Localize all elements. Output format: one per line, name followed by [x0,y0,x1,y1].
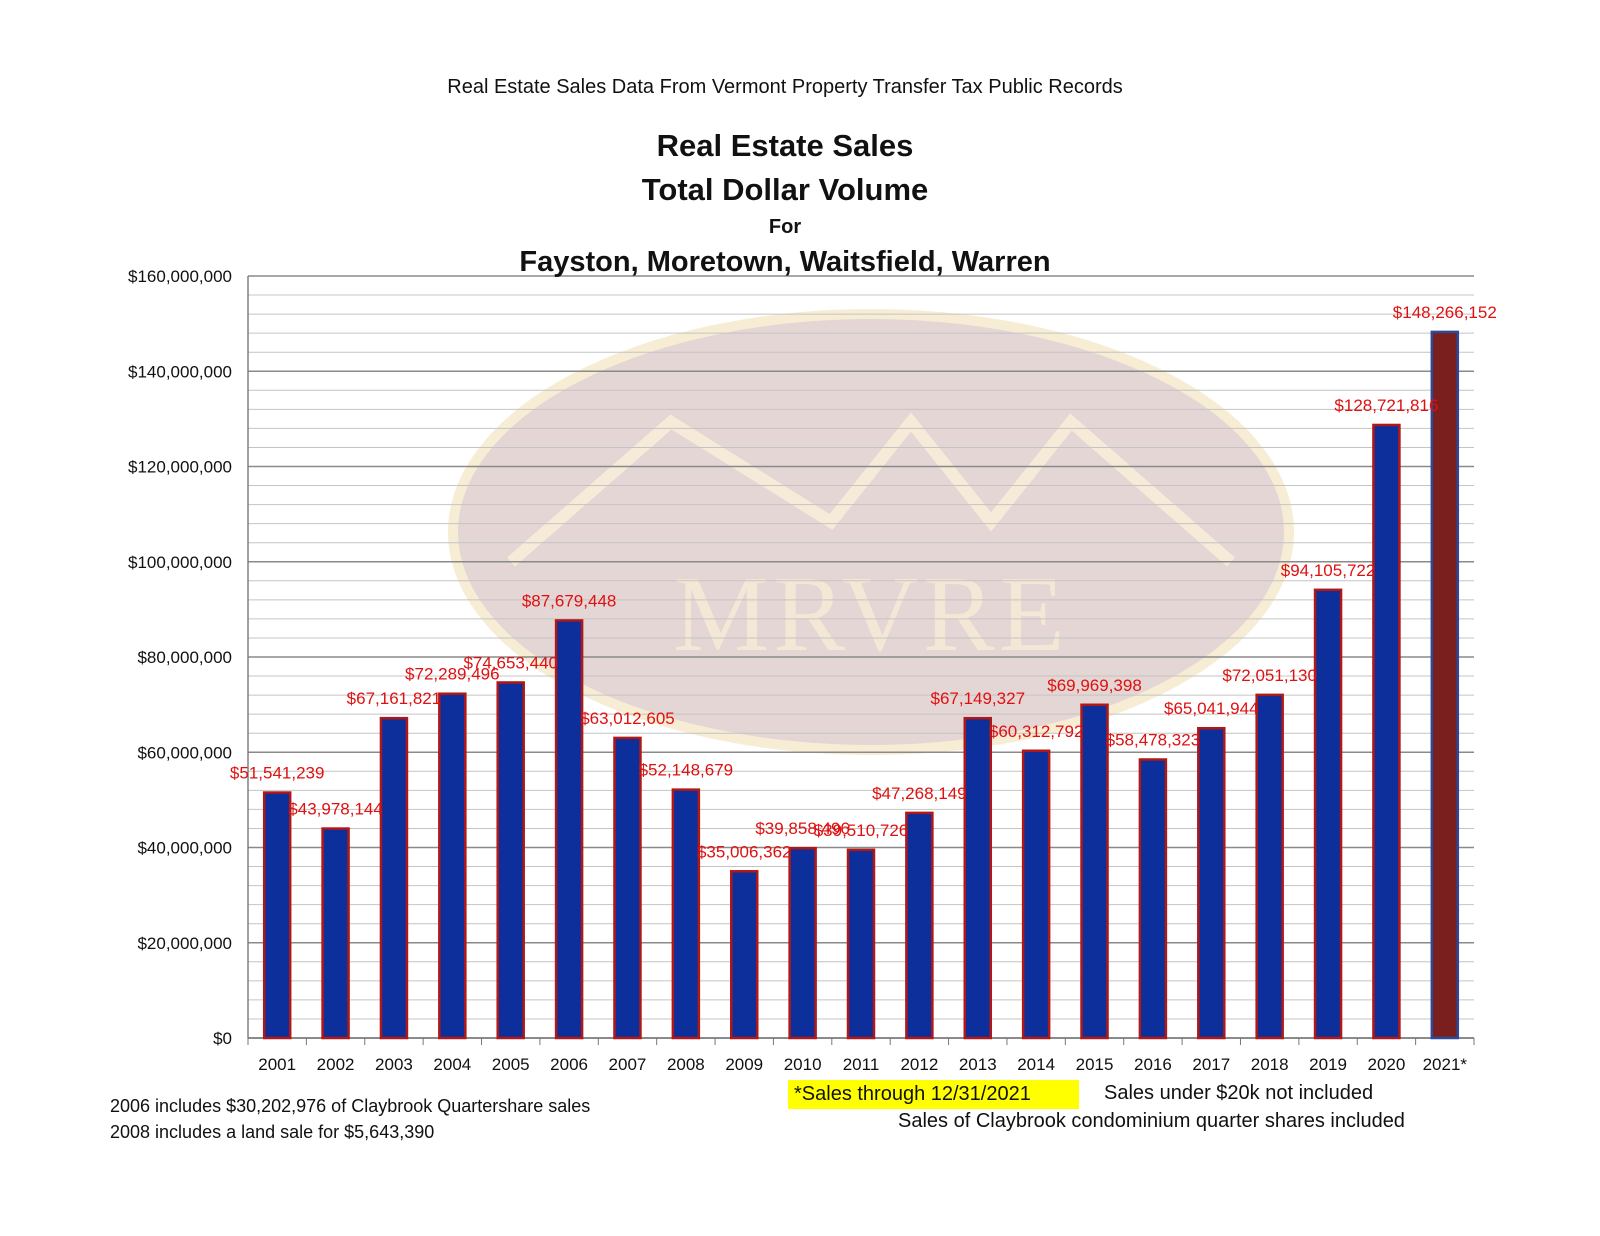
bar-2011 [846,848,876,1040]
bar-2012 [905,811,934,1040]
data-label: $67,149,327 [930,689,1025,708]
x-tick-label: 2003 [375,1055,413,1074]
chart-title-line-2: Total Dollar Volume [641,172,929,207]
x-tick-label: 2010 [784,1055,822,1074]
data-label: $72,289,496 [405,665,500,684]
data-label: $51,541,239 [230,764,325,783]
watermark-text: MRVRE [673,555,1068,674]
data-label: $69,969,398 [1047,676,1142,695]
x-tick-label: 2006 [550,1055,588,1074]
under-20k-note: Sales under $20k not included [1104,1082,1374,1104]
bar-2009 [729,870,759,1040]
bar-2010 [788,846,817,1040]
data-labels: $51,541,239 $43,978,144 $67,161,821 $72,289… [230,303,1497,861]
y-tick-label: $160,000,000 [128,267,232,286]
data-label: $65,041,944 [1164,699,1259,718]
x-tick-label: 2008 [667,1055,705,1074]
data-label: $148,266,152 [1393,303,1497,322]
bar-2019 [1313,588,1343,1040]
chart-title-line-1: Real Estate Sales [656,128,914,163]
data-label: $67,161,821 [347,689,442,708]
x-tick-label: 2013 [959,1055,997,1074]
data-label: $94,105,722 [1281,561,1376,580]
x-tick-label: 2001 [258,1055,296,1074]
bar-2021 [1430,330,1460,1040]
x-tick-label: 2021* [1423,1055,1468,1074]
source-header: Real Estate Sales Data From Vermont Prop… [447,76,1123,98]
data-label: $35,006,362 [697,842,792,861]
x-tick-label: 2005 [492,1055,530,1074]
x-tick-label: 2020 [1368,1055,1406,1074]
claybrook-note: Sales of Claybrook condominium quarter s… [898,1110,1405,1132]
tick-labels: $0 $20,000,000 $40,000,000 $60,000,000 $80,0… [128,267,1467,1074]
footnote-2008: 2008 includes a land sale for $5,643,390 [110,1122,435,1142]
data-label: $43,978,144 [288,800,383,819]
bar-2003 [379,716,409,1040]
bar-2013 [963,716,993,1040]
x-tick-label: 2004 [433,1055,471,1074]
data-label: $74,653,440 [463,653,558,672]
bar-2020 [1372,423,1401,1040]
x-tick-label: 2018 [1251,1055,1289,1074]
bar-2015 [1080,703,1109,1040]
y-tick-label: $20,000,000 [137,934,232,953]
y-tick-label: $120,000,000 [128,458,232,477]
bar-2004 [438,692,467,1040]
x-tick-label: 2012 [900,1055,938,1074]
bar-2017 [1197,726,1226,1040]
footnote-2006: 2006 includes $30,202,976 of Claybrook Q… [110,1096,591,1116]
bar-2007 [613,736,642,1040]
bar-2014 [1021,749,1051,1040]
data-label: $47,268,149 [872,784,967,803]
sales-through-note: *Sales through 12/31/2021 [788,1080,1079,1109]
bar-2005 [496,681,525,1040]
data-label: $63,012,605 [580,709,675,728]
x-tick-label: 2007 [609,1055,647,1074]
y-tick-label: $140,000,000 [128,362,232,381]
data-label: $39,858,496 [755,819,850,838]
data-label: $39,510,726 [814,821,909,840]
y-tick-label: $100,000,000 [128,553,232,572]
data-label: $87,679,448 [522,591,617,610]
y-tick-label: $40,000,000 [137,839,232,858]
chart-title-line-4: Fayston, Moretown, Waitsfield, Warren [519,246,1051,278]
data-label: $128,721,816 [1334,396,1438,415]
bar-2001 [262,791,292,1040]
x-tick-label: 2011 [843,1055,880,1074]
watermark-mountains [507,412,1235,567]
data-label: $72,051,130 [1222,666,1317,685]
bars [262,330,1460,1040]
bar-2006 [554,619,584,1040]
y-tick-label: $60,000,000 [137,743,232,762]
x-tick-label: 2014 [1017,1055,1055,1074]
y-tick-label: $80,000,000 [137,648,232,667]
x-tick-label: 2016 [1134,1055,1172,1074]
x-tick-label: 2015 [1076,1055,1114,1074]
bar-2008 [671,788,701,1040]
x-tick-label: 2009 [725,1055,763,1074]
watermark-logo: MRVRE [448,309,1294,755]
bar-2002 [321,827,350,1040]
x-tick-label: 2017 [1192,1055,1230,1074]
data-label: $58,478,323 [1106,730,1201,749]
data-label: $60,312,792 [989,722,1084,741]
y-tick-label: $0 [213,1029,232,1048]
bar-2016 [1138,758,1168,1040]
x-tick-label: 2019 [1309,1055,1347,1074]
bar-2018 [1255,693,1284,1040]
data-label: $52,148,679 [639,761,734,780]
x-tick-label: 2002 [317,1055,355,1074]
chart-title-line-3: For [768,216,802,238]
